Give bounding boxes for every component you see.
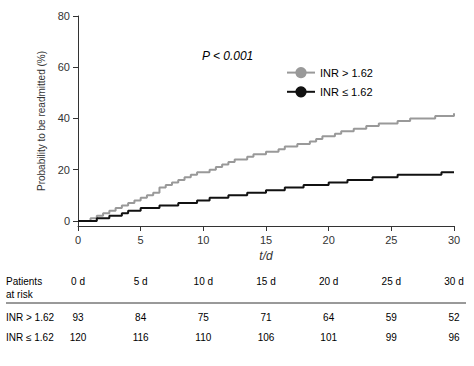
svg-text:25 d: 25 d	[382, 276, 401, 287]
svg-text:40: 40	[58, 112, 70, 124]
svg-text:30 d: 30 d	[444, 276, 463, 287]
svg-text:INR > 1.62: INR > 1.62	[6, 312, 55, 323]
svg-text:Patients: Patients	[6, 276, 42, 287]
svg-text:INR ≤ 1.62: INR ≤ 1.62	[6, 332, 54, 343]
svg-text:59: 59	[386, 312, 398, 323]
svg-text:101: 101	[320, 332, 337, 343]
svg-text:75: 75	[198, 312, 210, 323]
svg-text:10: 10	[197, 234, 209, 246]
svg-text:15 d: 15 d	[256, 276, 275, 287]
svg-text:52: 52	[448, 312, 460, 323]
svg-text:INR > 1.62: INR > 1.62	[320, 67, 373, 79]
svg-text:0 d: 0 d	[71, 276, 85, 287]
svg-text:96: 96	[448, 332, 460, 343]
svg-text:Probability to be readmitted (: Probability to be readmitted (%)	[36, 51, 47, 191]
svg-text:5 d: 5 d	[134, 276, 148, 287]
svg-text:110: 110	[195, 332, 211, 343]
svg-text:t/d: t/d	[259, 249, 273, 263]
svg-text:20: 20	[323, 234, 335, 246]
svg-text:0: 0	[64, 215, 70, 227]
svg-text:25: 25	[385, 234, 397, 246]
svg-text:INR ≤ 1.62: INR ≤ 1.62	[320, 86, 373, 98]
svg-text:116: 116	[133, 332, 149, 343]
svg-text:80: 80	[58, 10, 70, 22]
svg-text:P < 0.001: P < 0.001	[202, 49, 253, 63]
svg-text:15: 15	[260, 234, 272, 246]
svg-text:71: 71	[260, 312, 272, 323]
svg-text:0: 0	[75, 234, 81, 246]
svg-text:84: 84	[135, 312, 147, 323]
svg-text:64: 64	[323, 312, 335, 323]
svg-text:120: 120	[70, 332, 87, 343]
svg-text:at risk: at risk	[6, 289, 34, 300]
svg-text:60: 60	[58, 61, 70, 73]
svg-text:20 d: 20 d	[319, 276, 338, 287]
svg-text:106: 106	[258, 332, 275, 343]
svg-text:20: 20	[58, 164, 70, 176]
svg-text:10 d: 10 d	[194, 276, 213, 287]
svg-text:93: 93	[72, 312, 84, 323]
svg-text:5: 5	[138, 234, 144, 246]
svg-text:99: 99	[386, 332, 398, 343]
svg-text:30: 30	[448, 234, 460, 246]
